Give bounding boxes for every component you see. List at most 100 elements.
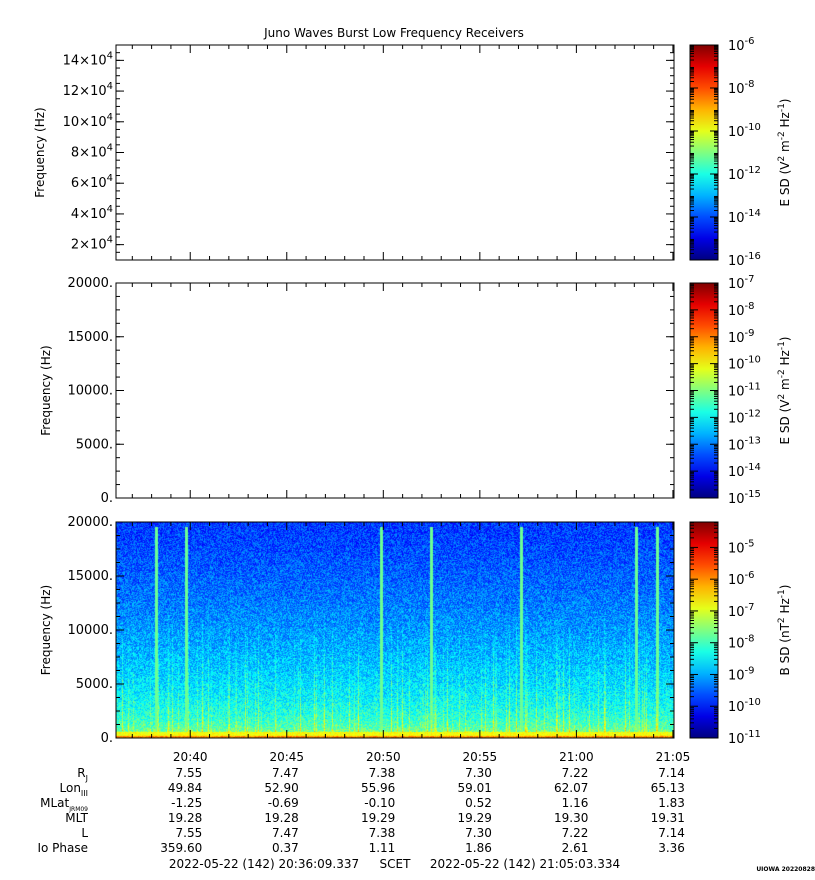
colorbar-tick-exponent: -10 <box>745 122 761 133</box>
colorbar-tick-mantissa: 10 <box>728 168 745 183</box>
colorbar-tick-exponent: -14 <box>745 462 761 473</box>
ephem-value: 7.55 <box>176 826 203 840</box>
colorbar-tick-mantissa: 10 <box>728 125 745 140</box>
colorbar-tick-mantissa: 10 <box>728 700 745 715</box>
time-tick-label: 21:00 <box>559 750 594 764</box>
ephem-value: 0.37 <box>272 841 299 855</box>
ephem-label-text: MLat <box>40 796 69 810</box>
y-tick-label: 5000. <box>76 677 113 692</box>
colorbar-label-sup: 2 <box>777 394 787 400</box>
ephem-value: 7.14 <box>658 826 685 840</box>
colorbar <box>689 44 719 261</box>
y-tick-label: 0. <box>101 731 113 746</box>
ephem-value: 59.01 <box>457 781 491 795</box>
ephem-value: 3.36 <box>658 841 685 855</box>
colorbar-tick-mantissa: 10 <box>728 277 745 292</box>
colorbar-tick-exponent: -8 <box>745 634 755 645</box>
colorbar-tick-label: 10-6 <box>728 36 755 54</box>
colorbar-tick-label: 10-12 <box>728 408 761 426</box>
colorbar-label-part: ) <box>778 98 792 103</box>
colorbar-tick-mantissa: 10 <box>728 211 745 226</box>
ephem-value: 7.38 <box>369 826 396 840</box>
colorbar-tick-mantissa: 10 <box>728 254 745 269</box>
ephem-label-subscript: J <box>85 774 88 783</box>
colorbar-label: E SD (V2 m-2 Hz-1) <box>777 336 792 444</box>
ephem-label-text: R <box>77 766 85 780</box>
colorbar-tick-mantissa: 10 <box>728 385 745 400</box>
y-tick-exponent: 4 <box>107 204 113 215</box>
colorbar-tick-exponent: -9 <box>745 665 755 676</box>
ephem-value: 55.96 <box>361 781 395 795</box>
colorbar-tick-exponent: -11 <box>745 382 761 393</box>
colorbar-tick-label: 10-14 <box>728 462 761 480</box>
colorbar-tick-mantissa: 10 <box>728 331 745 346</box>
colorbar-tick-mantissa: 10 <box>728 668 745 683</box>
y-tick-exponent: 4 <box>107 173 113 184</box>
y-tick-label: 10000. <box>68 384 114 399</box>
ephem-value: 7.55 <box>176 766 203 780</box>
ephem-value: 49.84 <box>168 781 202 795</box>
y-tick-mantissa: 8×10 <box>71 146 107 161</box>
chart-title: Juno Waves Burst Low Frequency Receivers <box>263 26 524 40</box>
colorbar-tick-label: 10-8 <box>728 301 755 319</box>
colorbar-tick-exponent: -16 <box>745 251 761 262</box>
ephem-value: -0.10 <box>364 796 395 810</box>
y-tick-mantissa: 2×10 <box>71 238 107 253</box>
colorbar-tick-label: 10-12 <box>728 165 761 183</box>
ephem-value: 2.61 <box>562 841 589 855</box>
ephem-label-subscript: JRM09 <box>68 806 88 813</box>
ephem-value: -1.25 <box>171 796 202 810</box>
y-tick-label: 12×104 <box>63 81 113 99</box>
uiowa-mark: UIOWA 20220828 <box>756 866 815 873</box>
colorbar-tick-label: 10-10 <box>728 122 761 140</box>
ephem-value: 19.29 <box>457 811 491 825</box>
colorbar-label-sup: -1 <box>777 103 787 112</box>
colorbar-tick-exponent: -8 <box>745 301 755 312</box>
colorbar-tick-exponent: -14 <box>745 208 761 219</box>
colorbar-tick-exponent: -7 <box>745 274 755 285</box>
ephem-value: -0.69 <box>268 796 299 810</box>
colorbar-tick-mantissa: 10 <box>728 573 745 588</box>
ephem-row-label: Io Phase <box>37 841 88 855</box>
y-tick-label: 14×104 <box>63 50 113 68</box>
y-tick-label: 10000. <box>68 623 114 638</box>
ephem-value: 1.11 <box>369 841 396 855</box>
ephem-value: 19.31 <box>651 811 685 825</box>
colorbar-label-part: m <box>778 140 792 156</box>
colorbar-label-sup: 2 <box>777 156 787 162</box>
colorbar-tick-mantissa: 10 <box>728 492 745 507</box>
ephem-row-label: L <box>81 826 88 840</box>
y-tick-label: 0. <box>101 491 113 506</box>
colorbar-tick-exponent: -10 <box>745 355 761 366</box>
ephem-value: 0.52 <box>465 796 492 810</box>
ephem-value: 62.07 <box>554 781 588 795</box>
y-tick-label: 8×104 <box>71 143 113 161</box>
y-axis-label: Frequency (Hz) <box>39 345 53 436</box>
colorbar-label-part: m <box>778 378 792 394</box>
y-tick-label: 5000. <box>76 437 113 452</box>
colorbar-label: E SD (V2 m-2 Hz-1) <box>777 98 792 206</box>
spectrogram-image <box>116 522 674 738</box>
colorbar-tick-exponent: -7 <box>745 602 755 613</box>
ephem-row-label: RJ <box>77 766 88 783</box>
colorbar-label-sup: -1 <box>777 341 787 350</box>
colorbar-tick-label: 10-15 <box>728 489 761 507</box>
time-tick-label: 20:55 <box>463 750 498 764</box>
ephem-value: 52.90 <box>264 781 298 795</box>
y-tick-label: 15000. <box>68 330 114 345</box>
scet-frame-label: SCET <box>380 857 412 871</box>
y-tick-mantissa: 4×10 <box>71 207 107 222</box>
ephem-label-text: Io Phase <box>37 841 88 855</box>
colorbar-tick-label: 10-7 <box>728 602 755 620</box>
colorbar-tick-exponent: -10 <box>745 697 761 708</box>
colorbar-label-part: E SD (V <box>778 161 792 207</box>
colorbar-tick-label: 10-14 <box>728 208 761 226</box>
ephem-value: 7.14 <box>658 766 685 780</box>
ephem-value: 7.30 <box>465 826 492 840</box>
colorbar-tick-mantissa: 10 <box>728 637 745 652</box>
panel-top-hf: 2×1044×1046×1048×10410×10412×10414×104Fr… <box>33 36 792 269</box>
colorbar-tick-mantissa: 10 <box>728 82 745 97</box>
colorbar-tick-label: 10-5 <box>728 538 755 556</box>
ephem-value: 1.83 <box>658 796 685 810</box>
